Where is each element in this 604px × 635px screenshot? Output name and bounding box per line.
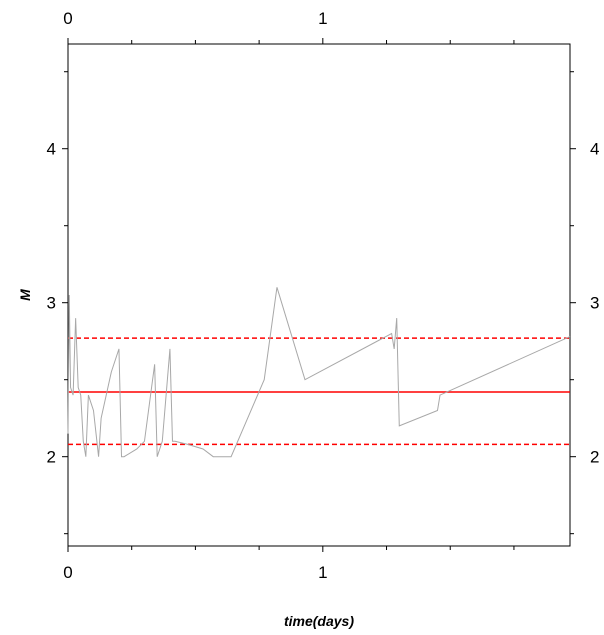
y-axis-label: M	[17, 289, 33, 301]
ticks-layer: 0 0 1 1 2 2 3 3 4 4	[47, 9, 600, 582]
x-tick-label-top-0: 0	[63, 9, 72, 28]
y-tick-label-left-0: 2	[47, 448, 56, 467]
x-tick-label-bottom-0: 0	[63, 563, 72, 582]
y-tick-label-left-2: 4	[47, 140, 56, 159]
series-line-0	[67, 287, 571, 458]
x-tick-label-top-1: 1	[318, 9, 327, 28]
y-tick-label-right-2: 4	[590, 140, 599, 159]
y-tick-label-right-0: 2	[590, 448, 599, 467]
x-axis-label: time(days)	[284, 613, 354, 629]
reference-lines	[68, 337, 570, 446]
x-tick-label-bottom-1: 1	[318, 563, 327, 582]
y-tick-label-left-1: 3	[47, 294, 56, 313]
series-layer	[67, 287, 571, 458]
plot-frame	[67, 43, 571, 547]
y-tick-label-right-1: 3	[590, 294, 599, 313]
